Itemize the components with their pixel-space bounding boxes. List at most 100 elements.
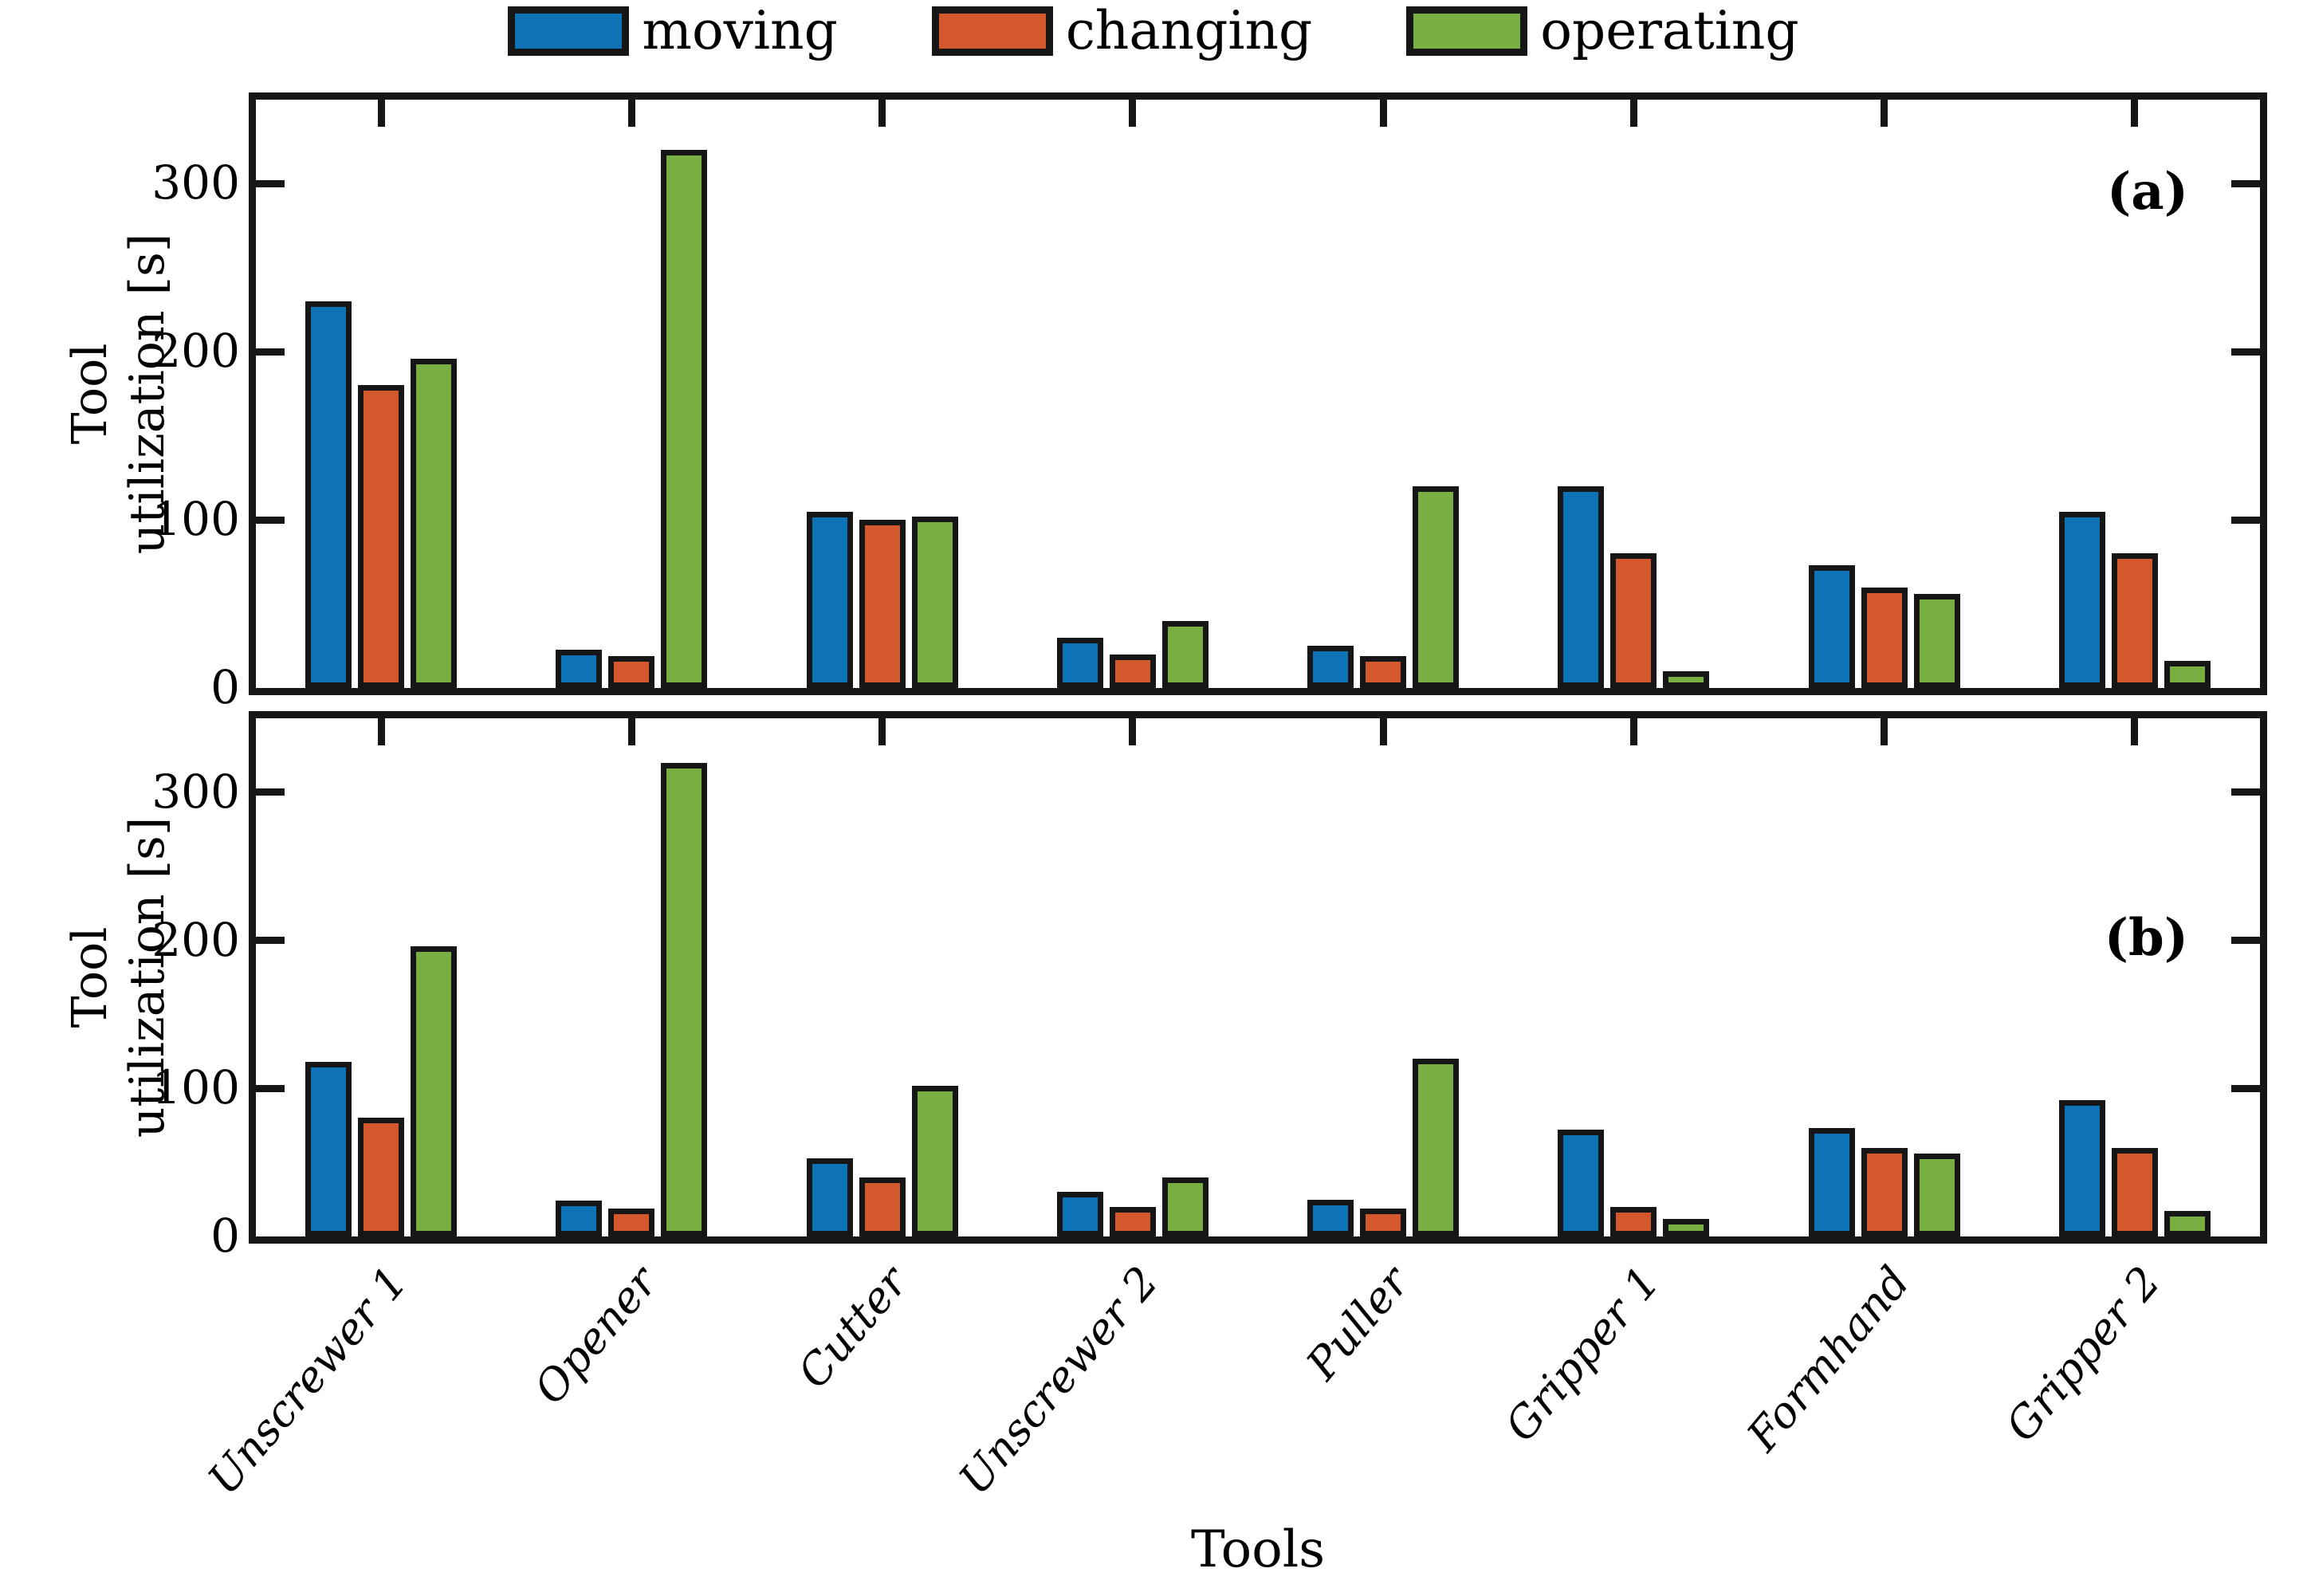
bar-moving-unscrewer-2 xyxy=(1056,637,1103,688)
bar-changing-formhand xyxy=(1861,1147,1908,1236)
bar-operating-gripper-1 xyxy=(1663,1218,1710,1236)
bar-moving-puller xyxy=(1307,646,1354,688)
x-tick-label: Puller xyxy=(1296,1256,1419,1390)
bar-moving-opener xyxy=(556,1201,603,1236)
x-tick-mark xyxy=(377,718,385,745)
plot-area-b: 0 100 200 300 xyxy=(151,718,2260,1259)
x-tick-mark xyxy=(878,100,886,127)
y-tick-mark xyxy=(256,1084,285,1092)
x-tick-mark xyxy=(1129,100,1137,127)
y-tick-label: 200 xyxy=(151,912,240,967)
y-tick-mark xyxy=(2231,1084,2260,1092)
y-axis-label-line1: Tool xyxy=(62,343,119,445)
bar-operating-formhand xyxy=(1913,1154,1960,1236)
x-tick-label: Gripper 2 xyxy=(1995,1256,2171,1452)
bar-changing-opener xyxy=(608,655,655,688)
y-tick-label: 0 xyxy=(210,1209,240,1263)
x-tick-mark xyxy=(1129,718,1137,745)
x-axis-title: Tools xyxy=(1190,1520,1326,1579)
y-tick-label: 300 xyxy=(151,764,240,819)
bar-operating-gripper-2 xyxy=(2164,1211,2211,1236)
panel-a: Tool utilization [s] 0 100 200 300 (a) xyxy=(62,92,2267,710)
y-tick-label: 0 xyxy=(210,660,240,714)
bar-moving-formhand xyxy=(1808,565,1855,688)
legend-label-operating: operating xyxy=(1540,0,1799,61)
x-tick-mark xyxy=(878,718,886,745)
bar-changing-gripper-1 xyxy=(1610,553,1657,688)
x-tick-mark xyxy=(2131,100,2139,127)
bar-changing-cutter xyxy=(859,520,906,688)
y-tick-label: 200 xyxy=(151,324,240,379)
panel-b: Tool utilization [s] 0 100 200 300 (b) xyxy=(62,711,2267,1259)
bar-operating-unscrewer-2 xyxy=(1161,620,1209,688)
legend-swatch-moving xyxy=(508,6,630,56)
y-tick-label: 100 xyxy=(151,1060,240,1115)
y-tick-mark xyxy=(256,788,285,796)
x-tick-mark xyxy=(627,100,635,127)
legend-label-changing: changing xyxy=(1065,0,1313,61)
x-tick-mark xyxy=(1629,718,1637,745)
bar-operating-puller xyxy=(1413,1059,1460,1236)
y-tick-label: 300 xyxy=(151,155,240,210)
bar-changing-unscrewer-2 xyxy=(1109,1206,1156,1236)
bar-moving-opener xyxy=(556,649,603,688)
x-tick-mark xyxy=(377,100,385,127)
bar-moving-gripper-2 xyxy=(2058,511,2105,688)
x-tick-mark xyxy=(1881,100,1888,127)
plot-area-a: 0 100 200 300 xyxy=(151,100,2260,710)
bar-operating-opener xyxy=(661,150,708,688)
bar-operating-puller xyxy=(1413,485,1460,688)
x-tick-mark xyxy=(2131,718,2139,745)
y-tick-label: 100 xyxy=(151,492,240,547)
legend-item-operating: operating xyxy=(1406,0,1799,61)
y-tick-mark xyxy=(256,179,285,187)
bar-operating-unscrewer-1 xyxy=(411,946,458,1236)
legend-label-moving: moving xyxy=(642,0,838,61)
bar-operating-unscrewer-2 xyxy=(1161,1177,1209,1236)
bar-changing-puller xyxy=(1360,655,1407,688)
chart-legend: moving changing operating xyxy=(0,5,2307,57)
legend-item-changing: changing xyxy=(931,0,1313,61)
bar-moving-unscrewer-1 xyxy=(305,1061,352,1236)
bar-operating-gripper-1 xyxy=(1663,670,1710,688)
x-tick-mark xyxy=(1629,100,1637,127)
x-tick-mark xyxy=(1881,718,1888,745)
y-tick-mark xyxy=(2231,348,2260,356)
bar-operating-cutter xyxy=(911,516,958,688)
bar-changing-cutter xyxy=(859,1177,906,1236)
x-tick-label: Gripper 1 xyxy=(1495,1256,1669,1452)
panel-letter-b: (b) xyxy=(2104,908,2188,968)
bar-changing-formhand xyxy=(1861,587,1908,688)
y-tick-mark xyxy=(256,516,285,524)
bar-changing-unscrewer-2 xyxy=(1109,654,1156,688)
y-tick-mark xyxy=(2231,788,2260,796)
bar-moving-puller xyxy=(1307,1199,1354,1236)
bar-changing-gripper-2 xyxy=(2111,553,2158,688)
y-tick-mark xyxy=(2231,516,2260,524)
bar-moving-cutter xyxy=(806,1158,853,1236)
bar-moving-gripper-1 xyxy=(1558,1130,1605,1236)
legend-item-moving: moving xyxy=(508,0,838,61)
x-tick-label: Cutter xyxy=(788,1256,918,1398)
panel-letter-a: (a) xyxy=(2106,162,2188,222)
bar-moving-gripper-1 xyxy=(1558,485,1605,688)
bar-changing-unscrewer-1 xyxy=(358,385,405,688)
x-tick-label: Unscrewer 2 xyxy=(949,1256,1169,1504)
bar-changing-puller xyxy=(1360,1208,1407,1236)
bar-operating-formhand xyxy=(1913,593,1960,688)
y-tick-mark xyxy=(2231,179,2260,187)
bar-operating-cutter xyxy=(911,1085,958,1236)
bar-moving-cutter xyxy=(806,511,853,688)
y-tick-mark xyxy=(256,937,285,945)
legend-swatch-operating xyxy=(1406,6,1528,56)
bar-moving-unscrewer-1 xyxy=(305,301,352,688)
y-tick-mark xyxy=(2231,937,2260,945)
x-tick-label: Formhand xyxy=(1737,1256,1920,1461)
x-tick-label: Unscrewer 1 xyxy=(198,1256,417,1504)
bar-moving-formhand xyxy=(1808,1128,1855,1236)
bar-changing-gripper-2 xyxy=(2111,1147,2158,1236)
x-tick-mark xyxy=(1379,100,1387,127)
bar-operating-opener xyxy=(661,762,708,1236)
y-axis-label-line1: Tool xyxy=(62,926,119,1028)
x-tick-mark xyxy=(627,718,635,745)
